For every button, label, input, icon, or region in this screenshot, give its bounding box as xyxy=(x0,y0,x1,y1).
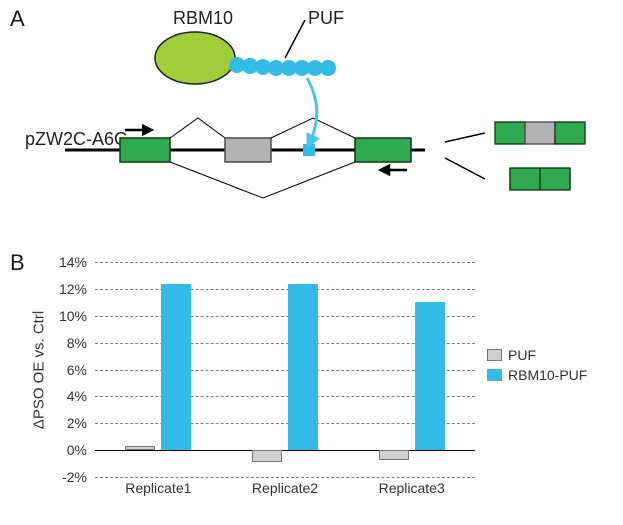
bar xyxy=(125,446,155,450)
exon-3 xyxy=(355,138,411,162)
puf-binding-site xyxy=(303,144,315,156)
bar xyxy=(415,302,445,450)
bar xyxy=(252,450,282,462)
y-tick-label: 10% xyxy=(47,308,87,324)
x-tick-label: Replicate1 xyxy=(125,480,191,496)
y-tick-label: 12% xyxy=(47,281,87,297)
exon-1 xyxy=(120,138,170,162)
grid-line xyxy=(95,289,475,290)
y-tick-label: 0% xyxy=(47,442,87,458)
figure-root: A pZW2C-A6G RBM10 PUF B ΔPSO OE vs. Ctrl P… xyxy=(0,0,623,525)
panel-a-diagram: pZW2C-A6G RBM10 PUF xyxy=(25,10,615,240)
legend-item: RBM10-PUF xyxy=(487,367,587,383)
panel-a-label: A xyxy=(10,6,25,32)
x-tick-label: Replicate2 xyxy=(252,480,318,496)
plot-area xyxy=(95,262,475,477)
zero-line xyxy=(95,450,475,451)
legend-swatch xyxy=(487,369,502,381)
panel-b-chart: ΔPSO OE vs. Ctrl PUF RBM10-PUF -2% 0% 2% 4% 6… xyxy=(25,252,590,512)
y-axis-label: ΔPSO OE vs. Ctrl xyxy=(31,311,48,429)
x-tick-label: Replicate3 xyxy=(379,480,445,496)
y-tick-label: 8% xyxy=(47,335,87,351)
y-tick-label: -2% xyxy=(47,469,87,485)
y-tick-label: 4% xyxy=(47,388,87,404)
panel-b-label: B xyxy=(10,250,25,276)
legend-label: PUF xyxy=(508,347,536,363)
puf-bead xyxy=(320,60,336,76)
alt-exon xyxy=(225,138,271,162)
rbm10-ellipse xyxy=(155,32,235,84)
bar xyxy=(379,450,409,459)
tether-arrow xyxy=(307,78,317,142)
rbm10-label: RBM10 xyxy=(173,10,233,28)
grid-line xyxy=(95,262,475,263)
legend: PUF RBM10-PUF xyxy=(487,347,587,387)
bar xyxy=(288,284,318,451)
puf-label: PUF xyxy=(308,10,344,28)
y-tick-label: 14% xyxy=(47,254,87,270)
legend-item: PUF xyxy=(487,347,587,363)
legend-swatch xyxy=(487,349,502,361)
legend-label: RBM10-PUF xyxy=(508,367,587,383)
y-tick-label: 2% xyxy=(47,415,87,431)
reporter-label: pZW2C-A6G xyxy=(25,129,128,149)
bar xyxy=(161,284,191,451)
grid-line xyxy=(95,477,475,478)
y-tick-label: 6% xyxy=(47,362,87,378)
